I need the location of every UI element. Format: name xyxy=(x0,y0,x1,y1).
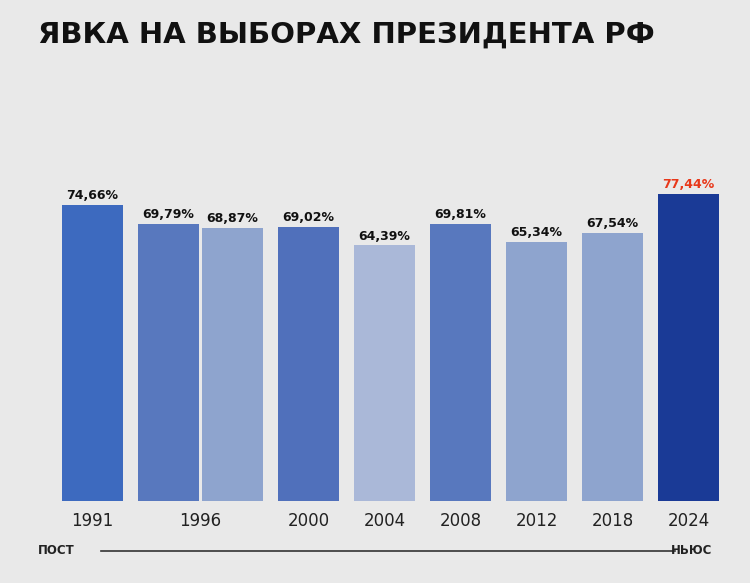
Text: 64,39%: 64,39% xyxy=(358,230,410,243)
Text: ЯВКА НА ВЫБОРАХ ПРЕЗИДЕНТА РФ: ЯВКА НА ВЫБОРАХ ПРЕЗИДЕНТА РФ xyxy=(38,20,654,48)
Text: 74,66%: 74,66% xyxy=(66,189,118,202)
Text: 69,79%: 69,79% xyxy=(142,208,194,221)
Bar xyxy=(582,233,643,501)
Bar xyxy=(278,227,339,501)
Text: 68,87%: 68,87% xyxy=(206,212,259,225)
Bar xyxy=(430,224,491,501)
Bar xyxy=(658,194,719,501)
Bar xyxy=(62,205,123,501)
Text: 65,34%: 65,34% xyxy=(511,226,562,239)
Text: ПОСТ: ПОСТ xyxy=(38,545,74,557)
Text: НЬЮС: НЬЮС xyxy=(671,545,712,557)
Bar xyxy=(506,241,567,501)
Text: 69,02%: 69,02% xyxy=(283,211,334,224)
Bar xyxy=(202,227,263,501)
Bar xyxy=(354,245,415,501)
Text: 77,44%: 77,44% xyxy=(662,178,715,191)
Text: 69,81%: 69,81% xyxy=(435,208,487,221)
Bar xyxy=(138,224,199,501)
Text: 67,54%: 67,54% xyxy=(586,217,639,230)
